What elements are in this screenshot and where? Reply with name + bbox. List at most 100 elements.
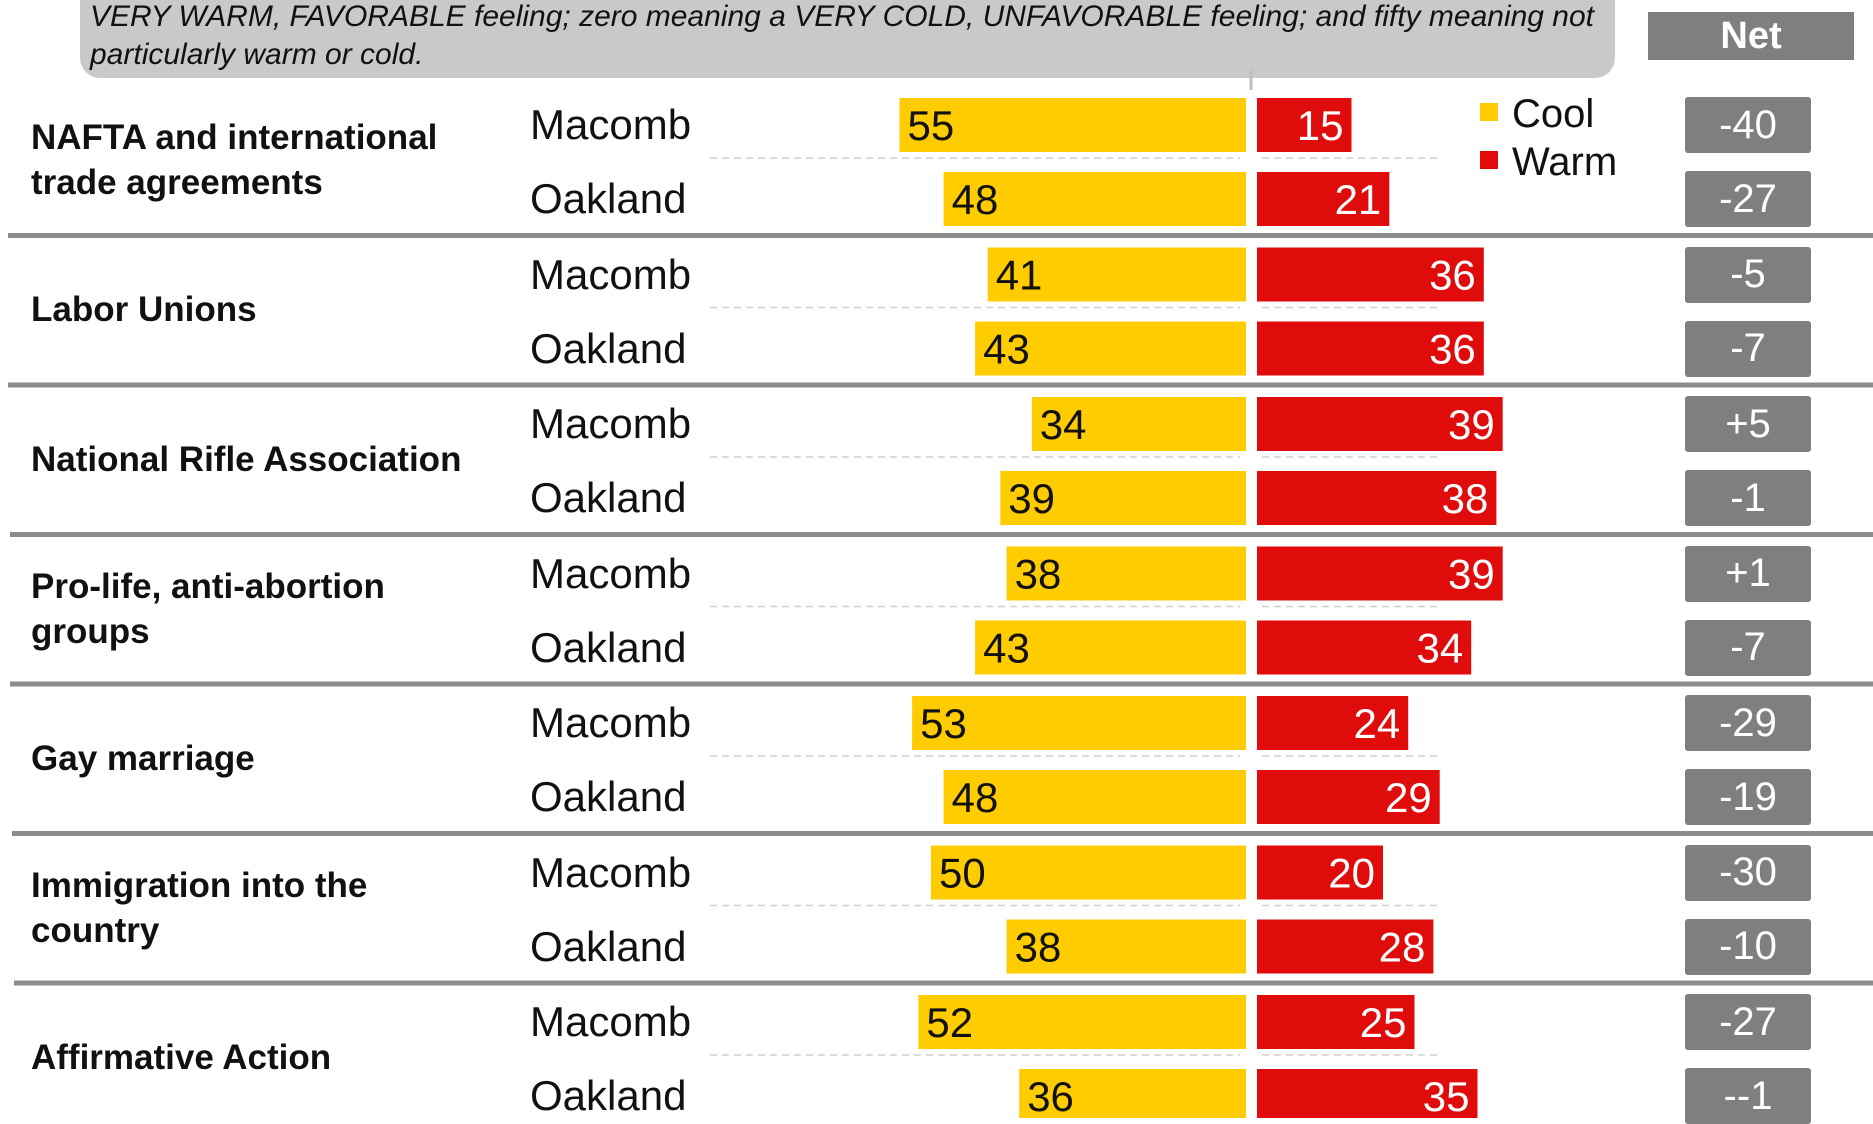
bar-cool xyxy=(899,98,1246,152)
bar-warm xyxy=(1257,845,1383,900)
bar-label-cool: 48 xyxy=(952,774,999,821)
bar-label-warm: 36 xyxy=(1429,326,1476,373)
legend-swatch-warm xyxy=(1480,151,1498,170)
bar-label-cool: 43 xyxy=(983,326,1030,373)
topic-label: National Rifle Association xyxy=(31,439,462,479)
bar-label-warm: 24 xyxy=(1353,700,1400,747)
bar-cool xyxy=(1006,919,1246,974)
bar-label-cool: 43 xyxy=(983,625,1030,672)
county-label: Macomb xyxy=(530,101,692,148)
bar-cool xyxy=(987,247,1246,302)
bar-label-cool: 50 xyxy=(939,850,986,897)
bar-cool xyxy=(1000,471,1246,525)
bar-warm xyxy=(1257,1069,1478,1118)
bar-warm xyxy=(1257,247,1484,302)
county-label: Oakland xyxy=(530,922,687,970)
bar-warm xyxy=(1257,397,1503,451)
bar-label-warm: 36 xyxy=(1429,252,1476,299)
question-box: VERY WARM, FAVORABLE feeling; zero meani… xyxy=(80,0,1615,78)
county-label: Macomb xyxy=(530,848,692,896)
bar-warm xyxy=(1257,696,1409,750)
bar-label-cool: 41 xyxy=(996,252,1043,299)
net-value: -19 xyxy=(1685,769,1811,825)
bar-warm xyxy=(1257,546,1503,601)
bar-cool xyxy=(943,770,1246,824)
bar-label-cool: 52 xyxy=(926,999,973,1046)
topic-label: Gay marriage xyxy=(31,738,255,778)
bar-label-warm: 25 xyxy=(1360,999,1407,1046)
bar-cool xyxy=(975,321,1246,376)
bar-label-warm: 34 xyxy=(1416,625,1463,672)
net-value: -5 xyxy=(1685,246,1811,303)
bar-label-cool: 34 xyxy=(1040,401,1087,448)
legend-label-warm: Warm xyxy=(1512,140,1618,184)
bar-warm xyxy=(1257,321,1484,376)
bar-cool xyxy=(1031,397,1246,451)
bar-label-warm: 28 xyxy=(1379,924,1426,971)
question-text: VERY WARM, FAVORABLE feeling; zero meani… xyxy=(90,0,1595,71)
bar-label-cool: 38 xyxy=(1015,924,1062,971)
topic-label: Affirmative Action xyxy=(31,1037,332,1077)
bar-label-cool: 55 xyxy=(908,102,955,149)
net-value: -30 xyxy=(1685,844,1811,901)
bar-label-cool: 53 xyxy=(920,700,967,747)
bar-warm xyxy=(1257,620,1472,675)
bar-cool xyxy=(918,995,1246,1049)
county-label: Macomb xyxy=(530,250,692,298)
county-label: Macomb xyxy=(530,998,692,1045)
county-label: Oakland xyxy=(530,773,687,820)
bar-warm xyxy=(1257,172,1390,226)
county-label: Macomb xyxy=(530,699,692,746)
net-value: -7 xyxy=(1685,619,1811,676)
bar-label-warm: 20 xyxy=(1328,850,1375,897)
topic-label: Labor Unions xyxy=(31,290,257,329)
bar-cool xyxy=(912,696,1246,750)
county-label: Oakland xyxy=(530,1072,687,1119)
net-value: -1 xyxy=(1685,470,1811,526)
bar-warm xyxy=(1257,919,1434,974)
county-label: Macomb xyxy=(530,549,692,597)
bar-cool xyxy=(1019,1069,1246,1118)
topic-label: Immigration into the country xyxy=(31,865,368,950)
net-value: +5 xyxy=(1685,396,1811,452)
bar-label-warm: 39 xyxy=(1448,401,1495,448)
bar-cool xyxy=(931,845,1246,900)
bar-cool xyxy=(943,172,1246,226)
net-value: +1 xyxy=(1685,545,1811,602)
net-header: Net xyxy=(1648,12,1854,60)
bar-label-warm: 29 xyxy=(1385,774,1432,821)
bar-label-cool: 39 xyxy=(1008,475,1055,522)
bar-label-cool: 48 xyxy=(952,176,999,223)
county-label: Macomb xyxy=(530,400,692,447)
county-label: Oakland xyxy=(530,175,687,222)
bar-cool xyxy=(1006,546,1246,601)
topic-label: NAFTA and international trade agreements xyxy=(31,118,438,202)
county-label: Oakland xyxy=(530,324,687,372)
net-value: -27 xyxy=(1685,994,1811,1050)
county-label: Oakland xyxy=(530,623,687,671)
bar-label-warm: 39 xyxy=(1448,551,1495,598)
legend-item-cool: Cool xyxy=(1480,92,1594,137)
net-value: -7 xyxy=(1685,320,1811,377)
net-value: -10 xyxy=(1685,918,1811,975)
net-value: -40 xyxy=(1685,97,1811,153)
net-value: -29 xyxy=(1685,695,1811,751)
bar-warm xyxy=(1257,471,1497,525)
bar-label-cool: 38 xyxy=(1015,551,1062,598)
bar-warm xyxy=(1257,98,1352,152)
net-value: --1 xyxy=(1685,1068,1811,1124)
legend-swatch-cool xyxy=(1480,103,1498,122)
net-value: -27 xyxy=(1685,171,1811,227)
legend-label-cool: Cool xyxy=(1512,92,1595,136)
topic-label: Pro-life, anti-abortion groups xyxy=(31,566,385,651)
bar-label-warm: 35 xyxy=(1423,1073,1470,1118)
bar-label-warm: 21 xyxy=(1335,176,1382,223)
bar-label-warm: 38 xyxy=(1442,475,1489,522)
bar-cool xyxy=(975,620,1246,675)
bar-label-warm: 15 xyxy=(1297,102,1344,149)
bar-warm xyxy=(1257,770,1440,824)
legend-item-warm: Warm xyxy=(1480,140,1617,185)
county-label: Oakland xyxy=(530,474,687,521)
bar-warm xyxy=(1257,995,1415,1049)
